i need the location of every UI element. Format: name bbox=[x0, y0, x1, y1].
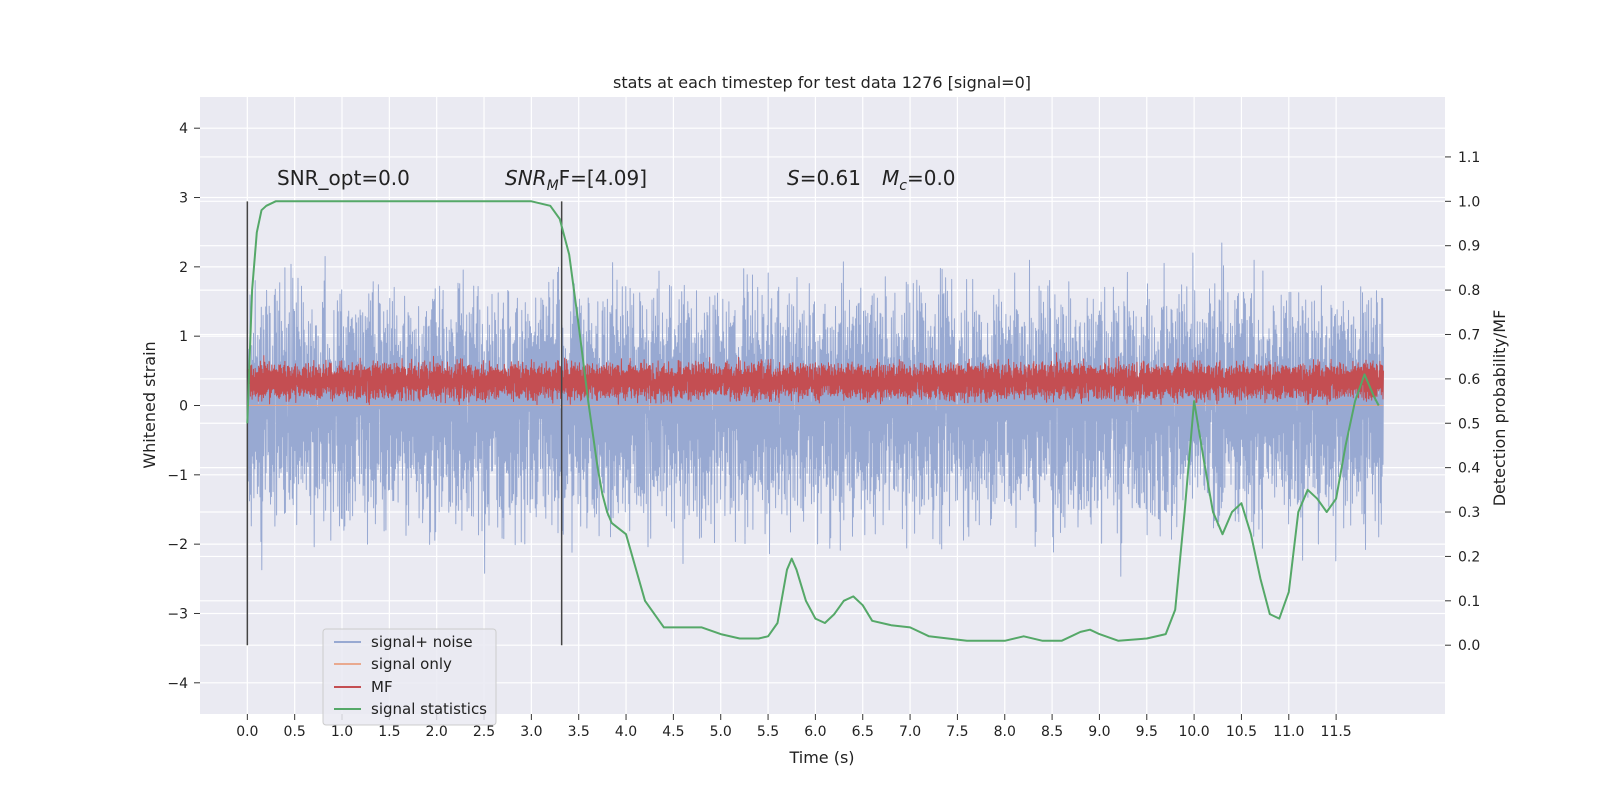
y-tick-label: 4 bbox=[179, 121, 188, 137]
y2-tick-label: 0.4 bbox=[1458, 461, 1480, 477]
legend-label-signal-only: signal only bbox=[371, 655, 452, 673]
y2-tick-label: 1.1 bbox=[1458, 150, 1480, 166]
x-tick-label: 3.5 bbox=[568, 724, 590, 740]
y-tick-label: −1 bbox=[167, 468, 188, 484]
y-tick-label: 0 bbox=[179, 399, 188, 415]
y-tick-label: 2 bbox=[179, 260, 188, 276]
y2-tick-label: 0.0 bbox=[1458, 638, 1480, 654]
x-tick-label: 8.0 bbox=[994, 724, 1016, 740]
legend-label-signal-statistics: signal statistics bbox=[371, 700, 487, 718]
x-tick-label: 1.0 bbox=[331, 724, 353, 740]
y2-tick-label: 0.9 bbox=[1458, 239, 1480, 255]
x-tick-label: 6.0 bbox=[804, 724, 826, 740]
x-tick-label: 8.5 bbox=[1041, 724, 1063, 740]
y2-tick-label: 0.2 bbox=[1458, 549, 1480, 565]
x-tick-label: 2.5 bbox=[473, 724, 495, 740]
y2-tick-label: 0.6 bbox=[1458, 372, 1480, 388]
y2-axis-label: Detection probability/MF bbox=[1490, 310, 1509, 507]
x-tick-label: 7.5 bbox=[946, 724, 968, 740]
y2-tick-label: 1.0 bbox=[1458, 194, 1480, 210]
annotation-snr-opt: SNR_opt=0.0 bbox=[277, 166, 410, 190]
x-tick-label: 4.0 bbox=[615, 724, 637, 740]
x-tick-label: 11.5 bbox=[1321, 724, 1352, 740]
x-tick-label: 10.0 bbox=[1179, 724, 1210, 740]
x-tick-label: 10.5 bbox=[1226, 724, 1257, 740]
y-tick-label: −2 bbox=[167, 537, 188, 553]
y2-tick-label: 0.1 bbox=[1458, 594, 1480, 610]
legend-box bbox=[322, 628, 497, 726]
y2-tick-label: 0.7 bbox=[1458, 327, 1480, 343]
legend: signal+ noise signal only MF signal stat… bbox=[322, 628, 497, 726]
x-axis-label: Time (s) bbox=[788, 748, 854, 767]
annotation-snr-mf: SNRMF=[4.09] bbox=[505, 166, 647, 194]
y-axis-ticks: 4 3 2 1 0 −1 −2 −3 −4 bbox=[167, 121, 200, 692]
x-axis-ticks: 0.0 0.5 1.0 1.5 2.0 2.5 3.0 3.5 4.0 4.5 5.0 5.5 6.0 6… bbox=[236, 714, 1352, 740]
annotation-s: S=0.61 bbox=[787, 166, 861, 190]
x-tick-label: 9.0 bbox=[1088, 724, 1110, 740]
x-tick-label: 11.0 bbox=[1273, 724, 1304, 740]
y-tick-label: 3 bbox=[179, 191, 188, 207]
x-tick-label: 0.0 bbox=[236, 724, 258, 740]
x-tick-label: 2.0 bbox=[426, 724, 448, 740]
annotation-mc: Mc=0.0 bbox=[882, 166, 956, 194]
y2-tick-label: 0.3 bbox=[1458, 505, 1480, 521]
y2-axis-ticks: 1.1 1.0 0.9 0.8 0.7 0.6 0.5 0.4 0.3 0.2 0.1 0.0 bbox=[1445, 150, 1480, 654]
chart-title: stats at each timestep for test data 127… bbox=[613, 73, 1031, 92]
y-tick-label: 1 bbox=[179, 329, 188, 345]
series-signal-noise bbox=[246, 242, 1384, 577]
y2-tick-label: 0.8 bbox=[1458, 283, 1480, 299]
x-tick-label: 1.5 bbox=[378, 724, 400, 740]
series-signal-statistics bbox=[246, 200, 1380, 642]
series-mf bbox=[246, 352, 1384, 406]
y-axis-label: Whitened strain bbox=[140, 341, 159, 468]
series-trace bbox=[246, 352, 1384, 406]
x-tick-label: 4.5 bbox=[662, 724, 684, 740]
series-line bbox=[246, 200, 1380, 642]
y2-tick-label: 0.5 bbox=[1458, 416, 1480, 432]
x-tick-label: 9.5 bbox=[1136, 724, 1158, 740]
legend-label-mf: MF bbox=[371, 678, 393, 696]
y-tick-label: −3 bbox=[167, 606, 188, 622]
x-tick-label: 7.0 bbox=[899, 724, 921, 740]
x-tick-label: 5.5 bbox=[757, 724, 779, 740]
legend-label-signal-noise: signal+ noise bbox=[371, 633, 473, 651]
x-tick-label: 0.5 bbox=[284, 724, 306, 740]
series-trace bbox=[246, 242, 1384, 577]
x-tick-label: 6.5 bbox=[852, 724, 874, 740]
x-tick-label: 3.0 bbox=[520, 724, 542, 740]
y-tick-label: −4 bbox=[167, 676, 188, 692]
x-tick-label: 5.0 bbox=[710, 724, 732, 740]
